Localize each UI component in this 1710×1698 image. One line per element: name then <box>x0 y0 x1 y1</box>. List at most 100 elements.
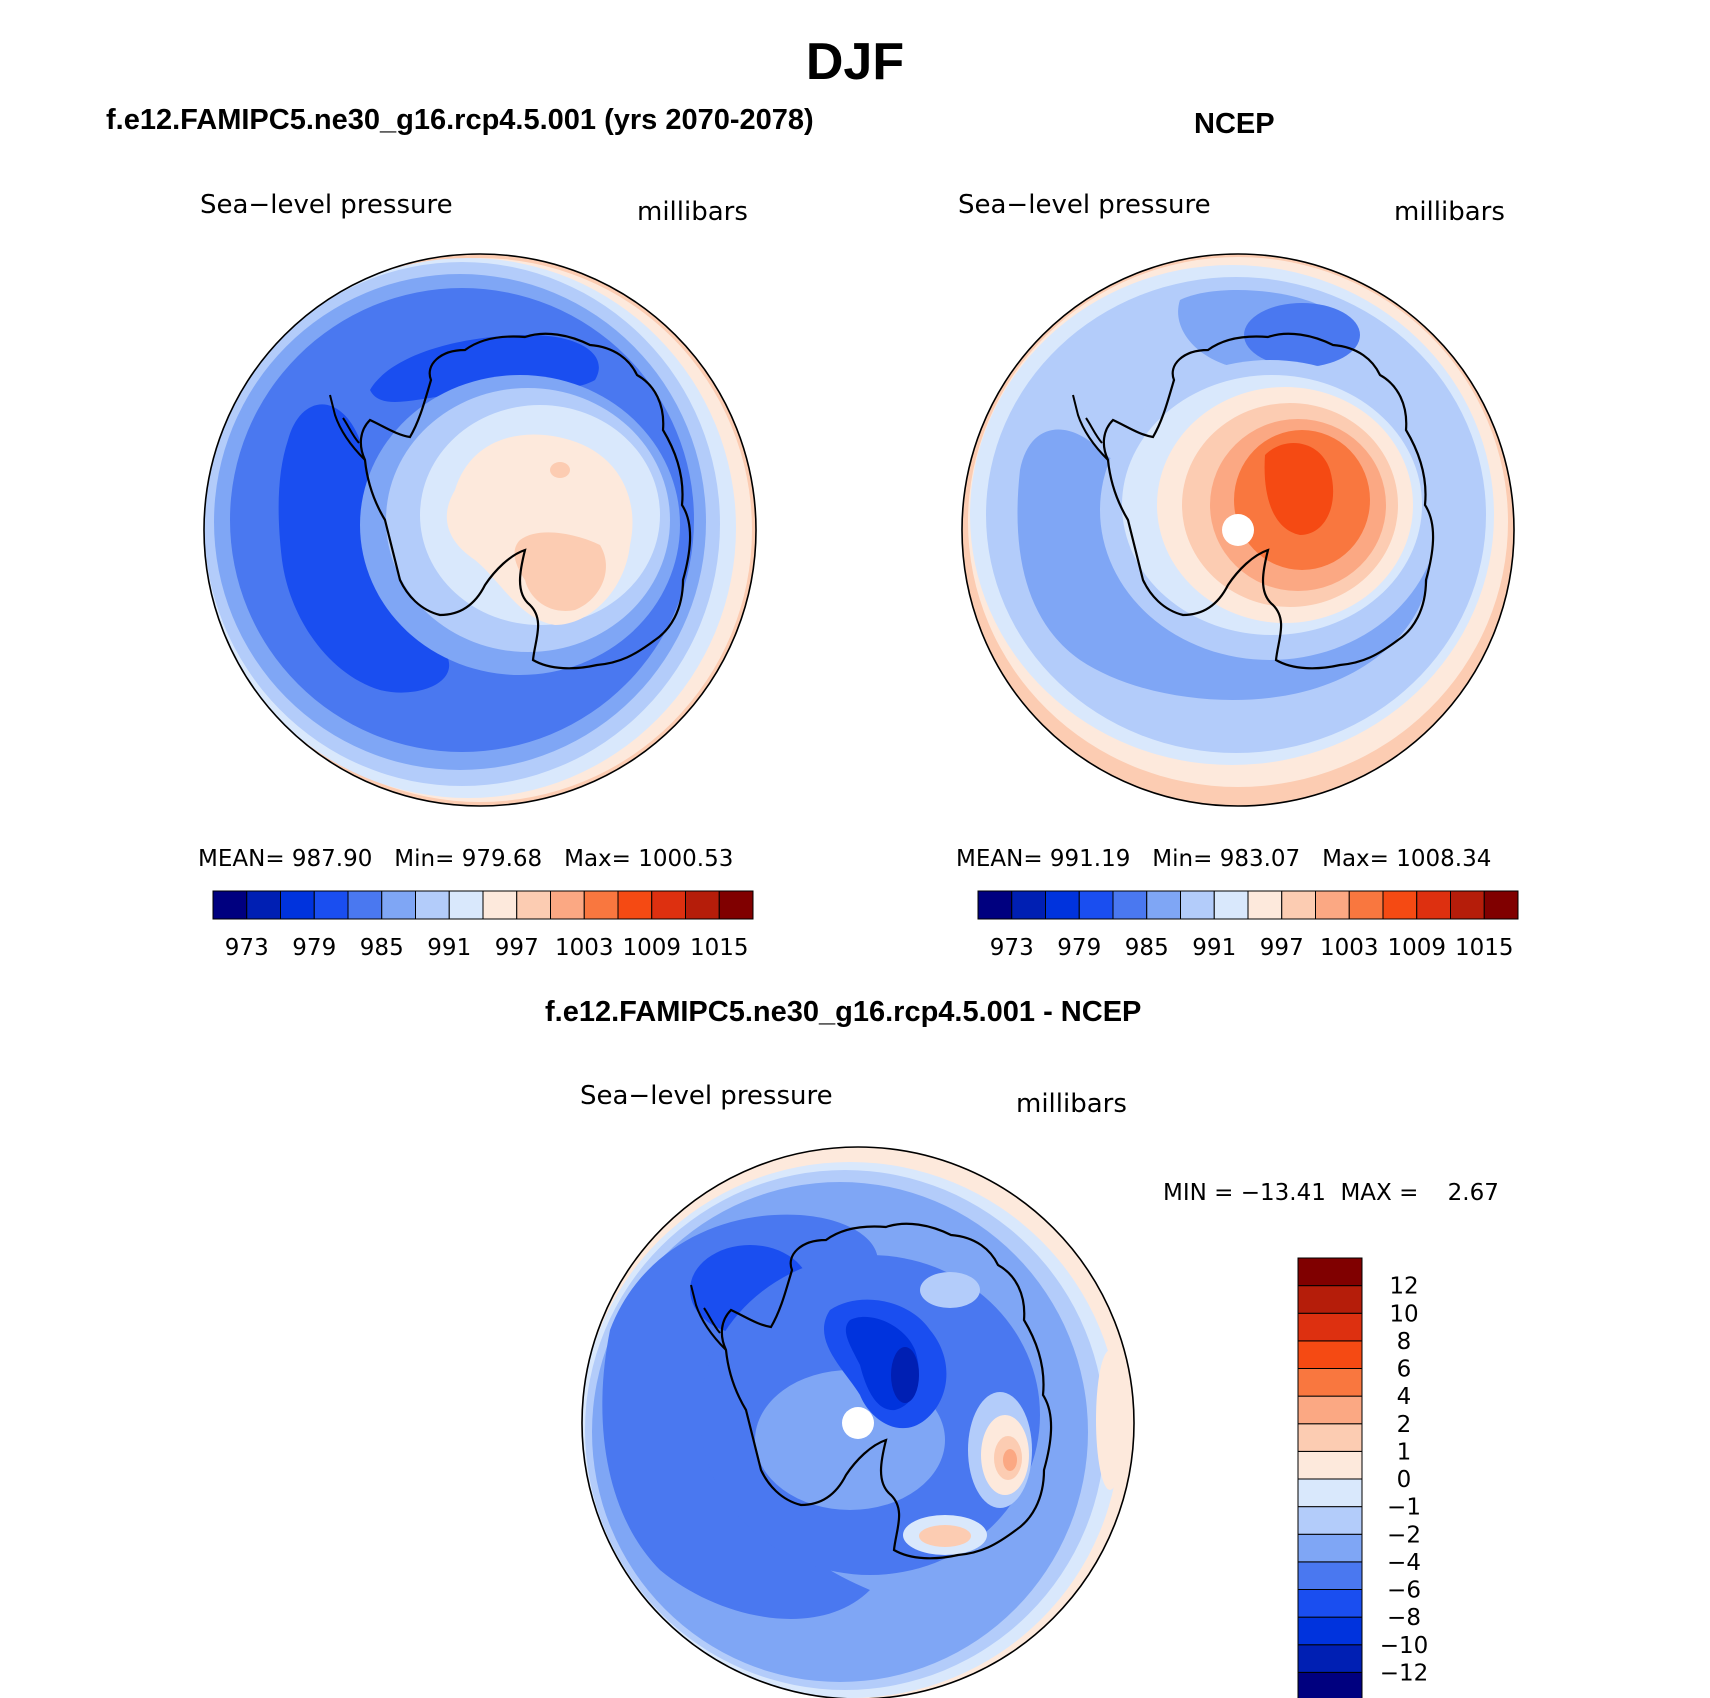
labelbar-box <box>1297 1478 1363 1508</box>
contour-band-minus2-ne <box>920 1272 980 1308</box>
labelbar-box <box>1450 890 1485 920</box>
labelbar-tick-label: −8 <box>1387 1605 1421 1631</box>
map-border <box>581 1146 1135 1698</box>
panel-model-title: f.e12.FAMIPC5.ne30_g16.rcp4.5.001 (yrs 2… <box>106 104 814 136</box>
panel-diff-title: f.e12.FAMIPC5.ne30_g16.rcp4.5.001 - NCEP <box>545 996 1142 1028</box>
labelbar-box <box>1011 890 1046 920</box>
panel-model-stats: MEAN= 987.90 Min= 979.68 Max= 1000.53 <box>198 846 733 872</box>
labelbar-tick-label: 1009 <box>622 935 681 961</box>
labelbar-box <box>1297 1395 1363 1425</box>
labelbar-box <box>1297 1589 1363 1618</box>
labelbar-box <box>1213 890 1249 920</box>
labelbar-box <box>1297 1312 1363 1342</box>
labelbar-box <box>448 890 484 920</box>
map-border <box>961 253 1515 807</box>
labelbar-tick-label: 979 <box>1057 935 1101 961</box>
contour-band-997-continent <box>514 532 606 611</box>
labelbar-box <box>516 890 551 920</box>
panel-model-units: millibars <box>637 197 748 227</box>
map-border <box>203 253 757 807</box>
contour-band-0-rim <box>1096 1350 1124 1490</box>
labelbar-tick-label: 1015 <box>690 935 749 961</box>
labelbar-tick-label: 1 <box>1397 1439 1412 1465</box>
panel-diff-stats: MIN = −13.41 MAX = 2.67 <box>1163 1180 1499 1206</box>
labelbar-box <box>1297 1340 1363 1369</box>
labelbar-tick-label: 979 <box>292 935 336 961</box>
labelbar-box <box>1348 890 1384 920</box>
labelbar-tick-label: 1009 <box>1387 935 1446 961</box>
labelbar-box <box>1180 890 1215 920</box>
labelbar-tick-label: −10 <box>1380 1633 1429 1659</box>
labelbar-box <box>1416 890 1451 920</box>
panel-obs-units: millibars <box>1394 197 1505 227</box>
panel-model-variable: Sea−level pressure <box>200 190 453 220</box>
pole-missing-data <box>1222 514 1254 546</box>
labelbar-tick-label: −4 <box>1387 1550 1421 1576</box>
contour-band-1006-continent <box>1264 443 1334 535</box>
labelbar-box <box>212 890 248 920</box>
labelbar-tick-label: 8 <box>1397 1329 1412 1355</box>
labelbar-box <box>415 890 450 920</box>
labelbar-box <box>550 890 585 920</box>
labelbar-box <box>347 890 383 920</box>
labelbar-tick-label: 1003 <box>1320 935 1379 961</box>
labelbar-tick-label: 991 <box>1192 935 1236 961</box>
labelbar-box <box>977 890 1013 920</box>
polar-map-obs <box>961 253 1515 807</box>
polar-map-model <box>203 253 757 807</box>
labelbar-tick-label: 1003 <box>555 935 614 961</box>
contour-band-2-east <box>1003 1449 1017 1471</box>
labelbar-tick-label: 973 <box>990 935 1034 961</box>
figure-title: DJF <box>805 33 905 91</box>
labelbar-box <box>1297 1450 1363 1480</box>
contour-band-1-south <box>919 1525 971 1547</box>
labelbar-tick-label: −6 <box>1387 1578 1421 1604</box>
labelbar-box <box>1112 890 1148 920</box>
labelbar-box <box>583 890 619 920</box>
labelbar-box <box>246 890 281 920</box>
labelbar-box <box>381 890 416 920</box>
labelbar-box <box>482 890 518 920</box>
labelbar-box <box>617 890 653 920</box>
labelbar-box <box>1045 890 1080 920</box>
labelbar-tick-label: 12 <box>1389 1274 1418 1300</box>
labelbar-box <box>1297 1616 1363 1646</box>
polar-map-diff <box>581 1146 1135 1698</box>
labelbar-box <box>280 890 315 920</box>
labelbar-tick-label: 991 <box>427 935 471 961</box>
labelbar-box <box>313 890 349 920</box>
labelbar-box <box>1297 1671 1363 1698</box>
labelbar-tick-label: 985 <box>1125 935 1169 961</box>
panel-obs-title: NCEP <box>1194 108 1275 140</box>
labelbar-box <box>1297 1368 1363 1397</box>
labelbar-box <box>1281 890 1316 920</box>
panel-diff-variable: Sea−level pressure <box>580 1081 833 1111</box>
pole-missing-data <box>842 1407 874 1439</box>
labelbar-box <box>1297 1506 1363 1535</box>
labelbar-tick-label: 985 <box>360 935 404 961</box>
labelbar-box <box>651 890 686 920</box>
labelbar-tick-label: 6 <box>1397 1357 1412 1383</box>
labelbar-tick-label: 997 <box>495 935 539 961</box>
labelbar-tick-label: 10 <box>1389 1301 1418 1327</box>
labelbar-box <box>1297 1644 1363 1673</box>
labelbar-tick-label: 4 <box>1397 1384 1412 1410</box>
labelbar-box <box>1247 890 1283 920</box>
labelbar-box <box>1297 1533 1363 1563</box>
contour-band-997-spot <box>550 462 570 478</box>
labelbar-box <box>1297 1257 1363 1287</box>
labelbar-tick-label: −1 <box>1387 1495 1421 1521</box>
labelbar-box <box>1297 1423 1363 1452</box>
labelbar-box <box>1297 1561 1363 1590</box>
labelbar-box <box>1382 890 1418 920</box>
labelbar-model: 973 979 985 991 997 1003 1009 1015 <box>212 890 754 961</box>
labelbar-box <box>1146 890 1181 920</box>
labelbar-tick-label: 0 <box>1397 1467 1412 1493</box>
labelbar-tick-label: 973 <box>225 935 269 961</box>
labelbar-box <box>718 890 754 920</box>
labelbar-tick-label: 2 <box>1397 1412 1412 1438</box>
contour-band-minus12-continent <box>891 1347 919 1403</box>
labelbar-box <box>1483 890 1519 920</box>
